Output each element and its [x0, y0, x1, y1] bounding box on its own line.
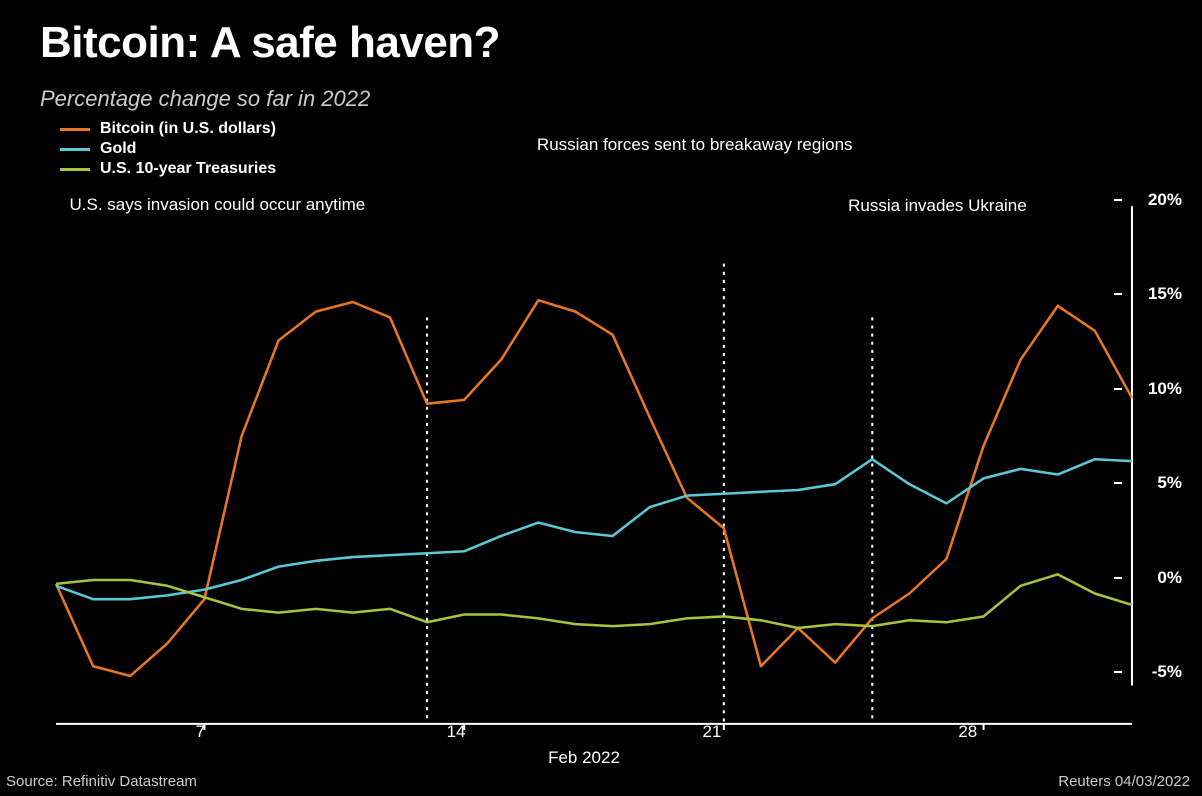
legend-swatch — [60, 148, 90, 151]
source-text: Source: Refinitiv Datastream — [6, 773, 197, 790]
legend-item: Gold — [60, 140, 276, 158]
series-line-treasuries — [56, 574, 1132, 628]
y-tick-label: -5% — [1152, 662, 1182, 682]
legend-label: U.S. 10-year Treasuries — [100, 160, 276, 178]
legend-swatch — [60, 128, 90, 131]
y-tick-label: 5% — [1157, 473, 1182, 493]
y-tick-label: 0% — [1157, 568, 1182, 588]
y-tick-mark — [1114, 671, 1122, 673]
y-tick-mark — [1114, 482, 1122, 484]
legend-label: Bitcoin (in U.S. dollars) — [100, 120, 276, 138]
legend-swatch — [60, 168, 90, 171]
y-tick-mark — [1114, 293, 1122, 295]
x-axis-title: Feb 2022 — [548, 748, 620, 768]
x-tick-label: 7 — [195, 722, 204, 742]
chart-subtitle: Percentage change so far in 2022 — [40, 86, 370, 112]
x-tick-label: 21 — [702, 722, 721, 742]
y-tick-label: 20% — [1148, 190, 1182, 210]
y-tick-label: 10% — [1148, 379, 1182, 399]
chart-title: Bitcoin: A safe haven? — [40, 18, 500, 68]
series-line-gold — [56, 459, 1132, 599]
y-tick-mark — [1114, 388, 1122, 390]
y-tick-mark — [1114, 577, 1122, 579]
y-tick-mark — [1114, 199, 1122, 201]
legend-item: U.S. 10-year Treasuries — [60, 160, 276, 178]
x-tick-label: 14 — [447, 722, 466, 742]
chart-area — [54, 200, 1114, 710]
annotation-label: Russian forces sent to breakaway regions — [537, 135, 853, 155]
annotation-label: U.S. says invasion could occur anytime — [70, 195, 366, 215]
legend-item: Bitcoin (in U.S. dollars) — [60, 120, 276, 138]
legend: Bitcoin (in U.S. dollars) Gold U.S. 10-yea… — [60, 120, 276, 180]
legend-label: Gold — [100, 140, 136, 158]
y-tick-label: 15% — [1148, 284, 1182, 304]
chart-svg — [54, 200, 1134, 730]
x-tick-label: 28 — [958, 722, 977, 742]
credit-text: Reuters 04/03/2022 — [1058, 773, 1190, 790]
annotation-label: Russia invades Ukraine — [848, 196, 1027, 216]
